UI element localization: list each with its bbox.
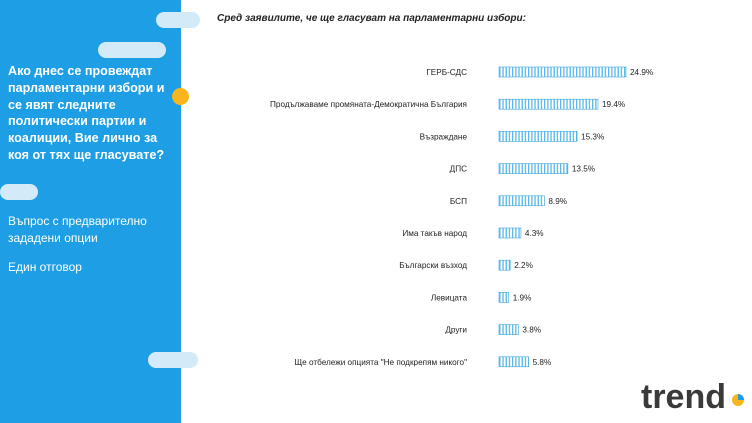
- accent-dot: [172, 88, 189, 105]
- value-label: 8.9%: [548, 197, 567, 206]
- chart-title: Сред заявилите, че ще гласуват на парлам…: [217, 13, 526, 24]
- logo-text: trend: [641, 378, 726, 414]
- value-label: 3.8%: [522, 326, 541, 335]
- category-label: ДПС: [450, 165, 467, 174]
- question-type: Въпрос с предварително зададени опции: [8, 214, 147, 245]
- category-label: Български възход: [399, 261, 467, 270]
- bar: [498, 324, 519, 335]
- value-label: 15.3%: [581, 132, 604, 141]
- value-label: 2.2%: [514, 261, 533, 270]
- category-label: Възраждане: [420, 132, 468, 141]
- bar: [498, 356, 529, 368]
- logo-dot-segment: [738, 394, 744, 400]
- value-label: 19.4%: [602, 100, 625, 109]
- decorative-pill: [156, 12, 200, 28]
- category-label: ГЕРБ-СДС: [426, 68, 467, 77]
- decorative-pill: [98, 42, 166, 58]
- bar: [498, 98, 599, 110]
- category-label: БСП: [450, 197, 467, 206]
- decorative-pill: [148, 352, 198, 368]
- survey-question: Ако днес се провеждат парламентарни избо…: [8, 64, 165, 162]
- category-label: Продължаваме промяната-Демократична Бълг…: [270, 100, 467, 109]
- sidebar-panel: Ако днес се провеждат парламентарни избо…: [0, 0, 200, 423]
- bar: [498, 163, 569, 174]
- bar: [498, 259, 511, 271]
- category-label: Има такъв народ: [402, 229, 467, 238]
- bar: [498, 227, 522, 239]
- category-label: Други: [445, 326, 467, 335]
- value-label: 13.5%: [572, 165, 595, 174]
- value-label: 5.8%: [533, 358, 552, 367]
- bar: [498, 195, 545, 207]
- bar: [498, 131, 578, 142]
- value-label: 24.9%: [630, 68, 653, 77]
- trend-logo: trend: [641, 378, 744, 414]
- bar: [498, 66, 627, 78]
- value-label: 4.3%: [525, 229, 544, 238]
- category-label: Левицата: [431, 293, 468, 302]
- answer-type: Един отговор: [8, 260, 82, 274]
- decorative-pill: [0, 184, 38, 200]
- value-label: 1.9%: [513, 293, 532, 302]
- bar: [498, 292, 509, 303]
- category-label: Ще отбележи опцията "Не подкрепям никого…: [294, 358, 467, 367]
